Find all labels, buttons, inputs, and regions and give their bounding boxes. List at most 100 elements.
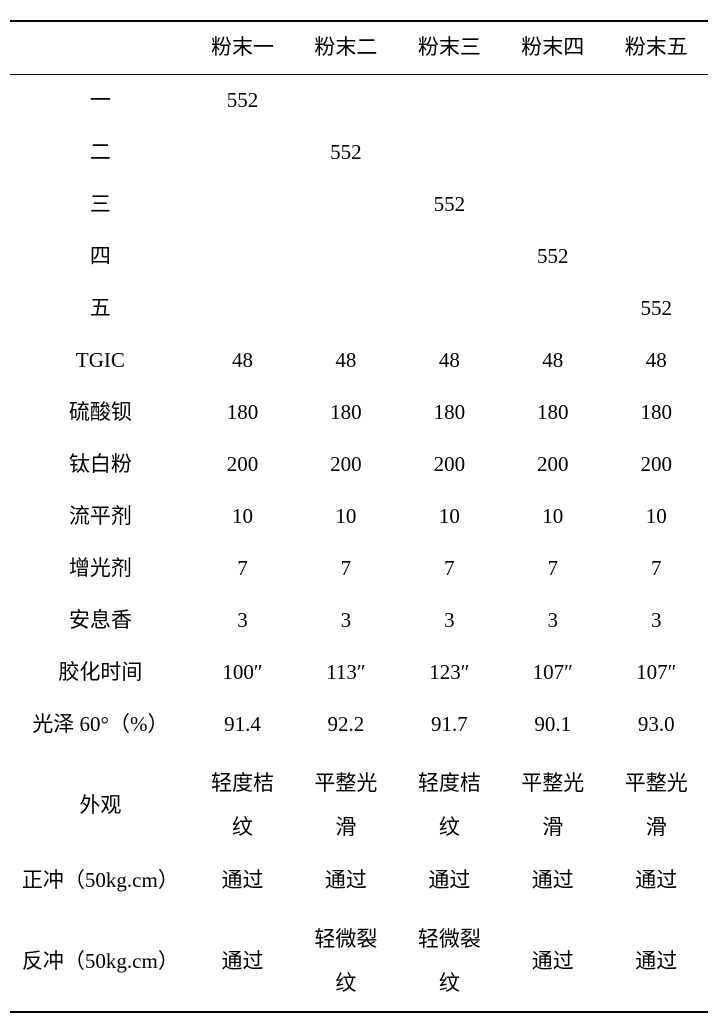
row-label: 反冲（50kg.cm） — [10, 907, 191, 1012]
table-cell: 10 — [398, 491, 501, 543]
table-row: 增光剂77777 — [10, 543, 708, 595]
table-cell: 3 — [605, 595, 708, 647]
header-blank — [10, 21, 191, 75]
table-cell: 7 — [501, 543, 604, 595]
table-row: 硫酸钡180180180180180 — [10, 387, 708, 439]
row-label: 二 — [10, 127, 191, 179]
table-cell: 平整光滑 — [501, 751, 604, 855]
table-cell — [605, 75, 708, 128]
table-cell: 平整光滑 — [605, 751, 708, 855]
table-row: 钛白粉200200200200200 — [10, 439, 708, 491]
table-cell: 轻度桔纹 — [398, 751, 501, 855]
table-cell: 通过 — [191, 855, 294, 907]
table-cell — [501, 127, 604, 179]
table-cell: 552 — [501, 231, 604, 283]
table-cell: 180 — [398, 387, 501, 439]
table-row: 二552 — [10, 127, 708, 179]
row-label: 胶化时间 — [10, 647, 191, 699]
table-row: 胶化时间100″113″123″107″107″ — [10, 647, 708, 699]
row-label: 流平剂 — [10, 491, 191, 543]
table-cell — [191, 283, 294, 335]
header-powder3: 粉末三 — [398, 21, 501, 75]
table-row: 外观轻度桔纹平整光滑轻度桔纹平整光滑平整光滑 — [10, 751, 708, 855]
table-cell — [294, 283, 397, 335]
table-cell: 10 — [605, 491, 708, 543]
table-row: 四 552 — [10, 231, 708, 283]
table-cell: 10 — [191, 491, 294, 543]
table-row: 正冲（50kg.cm）通过通过通过通过通过 — [10, 855, 708, 907]
table-row: TGIC4848484848 — [10, 335, 708, 387]
table-cell — [398, 231, 501, 283]
table-cell: 通过 — [398, 855, 501, 907]
row-label: 光泽 60°（%） — [10, 699, 191, 751]
table-cell: 10 — [501, 491, 604, 543]
table-cell — [501, 75, 604, 128]
table-cell: 107″ — [501, 647, 604, 699]
table-cell: 通过 — [501, 855, 604, 907]
table-cell — [501, 283, 604, 335]
table-cell: 10 — [294, 491, 397, 543]
table-cell: 通过 — [605, 907, 708, 1012]
row-label: 钛白粉 — [10, 439, 191, 491]
table-cell: 93.0 — [605, 699, 708, 751]
table-cell: 552 — [605, 283, 708, 335]
table-row: 反冲（50kg.cm）通过轻微裂纹轻微裂纹通过通过 — [10, 907, 708, 1012]
row-label: 增光剂 — [10, 543, 191, 595]
table-cell: 200 — [605, 439, 708, 491]
table-cell: 92.2 — [294, 699, 397, 751]
header-powder2: 粉末二 — [294, 21, 397, 75]
table-cell: 113″ — [294, 647, 397, 699]
table-row: 光泽 60°（%）91.492.291.790.193.0 — [10, 699, 708, 751]
table-cell — [294, 231, 397, 283]
table-cell: 3 — [294, 595, 397, 647]
table-cell: 48 — [398, 335, 501, 387]
table-cell: 轻微裂纹 — [294, 907, 397, 1012]
row-label: 一 — [10, 75, 191, 128]
header-powder1: 粉末一 — [191, 21, 294, 75]
table-cell — [398, 75, 501, 128]
table-cell: 200 — [191, 439, 294, 491]
table-header-row: 粉末一 粉末二 粉末三 粉末四 粉末五 — [10, 21, 708, 75]
table-cell: 48 — [605, 335, 708, 387]
table-cell: 48 — [294, 335, 397, 387]
powder-properties-table: 粉末一 粉末二 粉末三 粉末四 粉末五 一552二552三552四552五552… — [10, 20, 708, 1013]
table-cell: 552 — [191, 75, 294, 128]
table-row: 流平剂1010101010 — [10, 491, 708, 543]
table-cell — [398, 283, 501, 335]
table-cell: 轻微裂纹 — [398, 907, 501, 1012]
row-label: 正冲（50kg.cm） — [10, 855, 191, 907]
table-cell: 91.4 — [191, 699, 294, 751]
table-cell: 通过 — [294, 855, 397, 907]
table-cell: 3 — [191, 595, 294, 647]
table-cell: 48 — [501, 335, 604, 387]
table-cell: 107″ — [605, 647, 708, 699]
table-cell — [294, 179, 397, 231]
table-body: 一552二552三552四552五552TGIC4848484848硫酸钡180… — [10, 75, 708, 1013]
table-cell: 91.7 — [398, 699, 501, 751]
table-cell — [605, 179, 708, 231]
table-row: 五 552 — [10, 283, 708, 335]
table-cell: 7 — [398, 543, 501, 595]
table-cell — [191, 231, 294, 283]
header-powder5: 粉末五 — [605, 21, 708, 75]
table-cell: 通过 — [605, 855, 708, 907]
table-cell: 180 — [605, 387, 708, 439]
table-cell — [191, 127, 294, 179]
row-label: 外观 — [10, 751, 191, 855]
table-cell: 90.1 — [501, 699, 604, 751]
row-label: 硫酸钡 — [10, 387, 191, 439]
table-cell: 200 — [398, 439, 501, 491]
table-cell: 552 — [398, 179, 501, 231]
table-cell: 123″ — [398, 647, 501, 699]
table-cell: 3 — [398, 595, 501, 647]
table-row: 安息香33333 — [10, 595, 708, 647]
table-cell — [605, 127, 708, 179]
row-label: 三 — [10, 179, 191, 231]
table-cell: 平整光滑 — [294, 751, 397, 855]
table-cell: 100″ — [191, 647, 294, 699]
table-cell — [501, 179, 604, 231]
row-label: 五 — [10, 283, 191, 335]
row-label: 四 — [10, 231, 191, 283]
table-cell: 48 — [191, 335, 294, 387]
table-cell: 200 — [501, 439, 604, 491]
